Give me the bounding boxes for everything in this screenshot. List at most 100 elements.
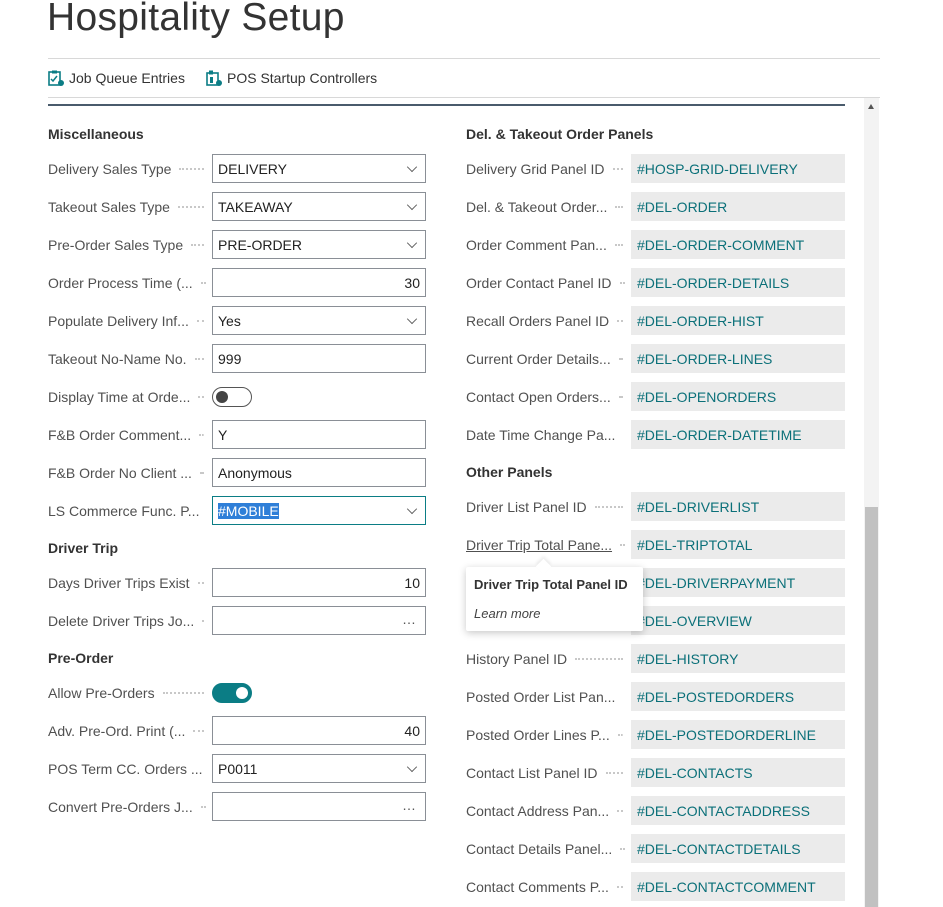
field-label-text[interactable]: Allow Pre-Orders xyxy=(48,685,155,701)
panel-id-value: #DEL-POSTEDORDERLINE xyxy=(631,720,845,749)
panel-id-value: #DEL-ORDER-DETAILS xyxy=(631,268,845,297)
tooltip-title: Driver Trip Total Panel ID xyxy=(474,577,628,592)
number-field[interactable]: 30 xyxy=(212,268,426,297)
field-label-text[interactable]: Adv. Pre-Ord. Print (... xyxy=(48,723,186,739)
field-label-text[interactable]: Display Time at Orde... xyxy=(48,389,191,405)
leader-dots xyxy=(179,168,204,170)
job-queue-entries-action[interactable]: Job Queue Entries xyxy=(48,70,185,86)
toggle-switch[interactable] xyxy=(212,683,252,703)
ellipsis-icon[interactable]: … xyxy=(402,797,417,813)
field-label-text[interactable]: Takeout Sales Type xyxy=(48,199,170,215)
field-label: F&B Order No Client ... xyxy=(48,459,204,487)
leader-dots xyxy=(616,886,623,888)
field-label-text[interactable]: Order Contact Panel ID xyxy=(466,275,612,291)
field-label: Posted Order List Pan... xyxy=(466,683,623,711)
select-field[interactable]: TAKEAWAY xyxy=(212,192,426,221)
field-value: Anonymous xyxy=(218,464,292,481)
pos-startup-controllers-action[interactable]: POS Startup Controllers xyxy=(206,70,377,86)
field-label-text[interactable]: Days Driver Trips Exist xyxy=(48,575,190,591)
field-label-text[interactable]: Posted Order Lines P... xyxy=(466,727,610,743)
lookup-field[interactable]: … xyxy=(212,792,426,821)
leader-dots xyxy=(618,396,623,398)
field-label-text[interactable]: Del. & Takeout Order... xyxy=(466,199,608,215)
field-label-text[interactable]: Contact Address Pan... xyxy=(466,803,610,819)
field-label-text[interactable]: POS Term CC. Orders ... xyxy=(48,761,203,777)
chevron-down-icon[interactable] xyxy=(406,237,418,249)
field-label-text[interactable]: Posted Order List Pan... xyxy=(466,689,616,705)
text-field[interactable]: 999 xyxy=(212,344,426,373)
field-label-text[interactable]: Delete Driver Trips Jo... xyxy=(48,613,195,629)
field-value: Yes xyxy=(218,312,241,329)
text-field[interactable]: Y xyxy=(212,420,426,449)
chevron-down-icon[interactable] xyxy=(406,503,418,515)
field-label: Contact Details Panel... xyxy=(466,835,623,863)
select-field[interactable]: PRE-ORDER xyxy=(212,230,426,259)
toggle-knob xyxy=(236,686,248,699)
field-label: Takeout Sales Type xyxy=(48,193,204,221)
field-label-text[interactable]: LS Commerce Func. P... xyxy=(48,503,200,519)
field-label-text[interactable]: Delivery Sales Type xyxy=(48,161,172,177)
field-label-text[interactable]: F&B Order No Client ... xyxy=(48,465,192,481)
field-label: Delivery Sales Type xyxy=(48,155,204,183)
field-label-text[interactable]: Pre-Order Sales Type xyxy=(48,237,184,253)
lookup-field[interactable]: … xyxy=(212,606,426,635)
field-label-text[interactable]: Driver List Panel ID xyxy=(466,499,587,515)
pos-startup-controllers-label: POS Startup Controllers xyxy=(227,70,378,86)
group-other-panels: Other Panels xyxy=(466,464,553,480)
learn-more-link[interactable]: Learn more xyxy=(474,606,541,621)
select-field[interactable]: DELIVERY xyxy=(212,154,426,183)
panel-id-value: #DEL-ORDER-HIST xyxy=(631,306,845,335)
field-label-text[interactable]: Convert Pre-Orders J... xyxy=(48,799,193,815)
leader-dots xyxy=(615,206,623,208)
chevron-down-icon[interactable] xyxy=(406,761,418,773)
field-label-text[interactable]: Delivery Grid Panel ID xyxy=(466,161,605,177)
field-label: Takeout No-Name No. xyxy=(48,345,204,373)
field-label-text[interactable]: Contact Comments P... xyxy=(466,879,609,895)
leader-dots xyxy=(620,848,623,850)
select-field[interactable]: Yes xyxy=(212,306,426,335)
leader-dots xyxy=(197,582,204,584)
field-label: Order Comment Pan... xyxy=(466,231,623,259)
field-label-text[interactable]: History Panel ID xyxy=(466,651,568,667)
vertical-scrollbar[interactable] xyxy=(864,98,879,907)
field-label-text[interactable]: Takeout No-Name No. xyxy=(48,351,187,367)
ellipsis-icon[interactable]: … xyxy=(402,611,417,627)
select-field[interactable]: #MOBILE xyxy=(212,496,426,525)
field-label: Delete Driver Trips Jo... xyxy=(48,607,204,635)
leader-dots xyxy=(198,396,204,398)
number-field[interactable]: 40 xyxy=(212,716,426,745)
toggle-switch[interactable] xyxy=(212,387,252,407)
field-label-text[interactable]: Contact List Panel ID xyxy=(466,765,598,781)
field-label-text[interactable]: Contact Open Orders... xyxy=(466,389,611,405)
chevron-down-icon[interactable] xyxy=(406,161,418,173)
scrollbar-thumb[interactable] xyxy=(865,507,878,907)
number-field[interactable]: 10 xyxy=(212,568,426,597)
chevron-down-icon[interactable] xyxy=(406,199,418,211)
field-value: 40 xyxy=(404,722,420,739)
field-label-text[interactable]: Date Time Change Pa... xyxy=(466,427,616,443)
field-label-text[interactable]: F&B Order Comment... xyxy=(48,427,192,443)
field-label-text[interactable]: Recall Orders Panel ID xyxy=(466,313,610,329)
field-label: Convert Pre-Orders J... xyxy=(48,793,204,821)
field-value: 999 xyxy=(218,350,242,367)
panel-id-value: #DEL-OVERVIEW xyxy=(631,606,845,635)
field-label-text[interactable]: Contact Details Panel... xyxy=(466,841,613,857)
field-label-text[interactable]: Populate Delivery Inf... xyxy=(48,313,189,329)
field-value: TAKEAWAY xyxy=(218,198,293,215)
field-label-text[interactable]: Driver Trip Total Pane... xyxy=(466,537,613,553)
field-label: F&B Order Comment... xyxy=(48,421,204,449)
leader-dots xyxy=(193,730,204,732)
leader-dots xyxy=(200,806,204,808)
leader-dots xyxy=(575,658,623,660)
field-label-text[interactable]: Order Process Time (... xyxy=(48,275,193,291)
field-label-text[interactable]: Current Order Details... xyxy=(466,351,611,367)
text-field[interactable]: Anonymous xyxy=(212,458,426,487)
panel-id-value: #DEL-CONTACTDETAILS xyxy=(631,834,845,863)
field-value: 10 xyxy=(404,574,420,591)
select-field[interactable]: P0011 xyxy=(212,754,426,783)
field-label-text[interactable]: Order Comment Pan... xyxy=(466,237,607,253)
chevron-down-icon[interactable] xyxy=(406,313,418,325)
scroll-up-arrow-icon[interactable] xyxy=(868,104,874,109)
field-value: PRE-ORDER xyxy=(218,236,303,253)
panel-id-value: #DEL-CONTACTCOMMENT xyxy=(631,872,845,901)
